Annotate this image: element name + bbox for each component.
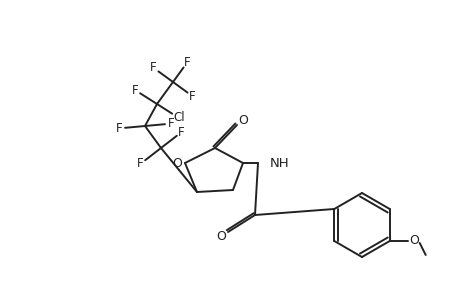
Text: F: F bbox=[189, 90, 195, 103]
Text: O: O bbox=[238, 113, 247, 127]
Text: Cl: Cl bbox=[173, 112, 185, 124]
Text: F: F bbox=[184, 56, 190, 69]
Text: O: O bbox=[408, 233, 418, 247]
Text: O: O bbox=[216, 230, 225, 244]
Text: F: F bbox=[116, 122, 122, 135]
Text: O: O bbox=[172, 157, 182, 169]
Text: F: F bbox=[178, 126, 185, 139]
Text: NH: NH bbox=[269, 157, 289, 169]
Text: F: F bbox=[137, 158, 143, 170]
Text: F: F bbox=[131, 83, 138, 97]
Text: F: F bbox=[150, 61, 157, 74]
Text: F: F bbox=[167, 117, 174, 130]
